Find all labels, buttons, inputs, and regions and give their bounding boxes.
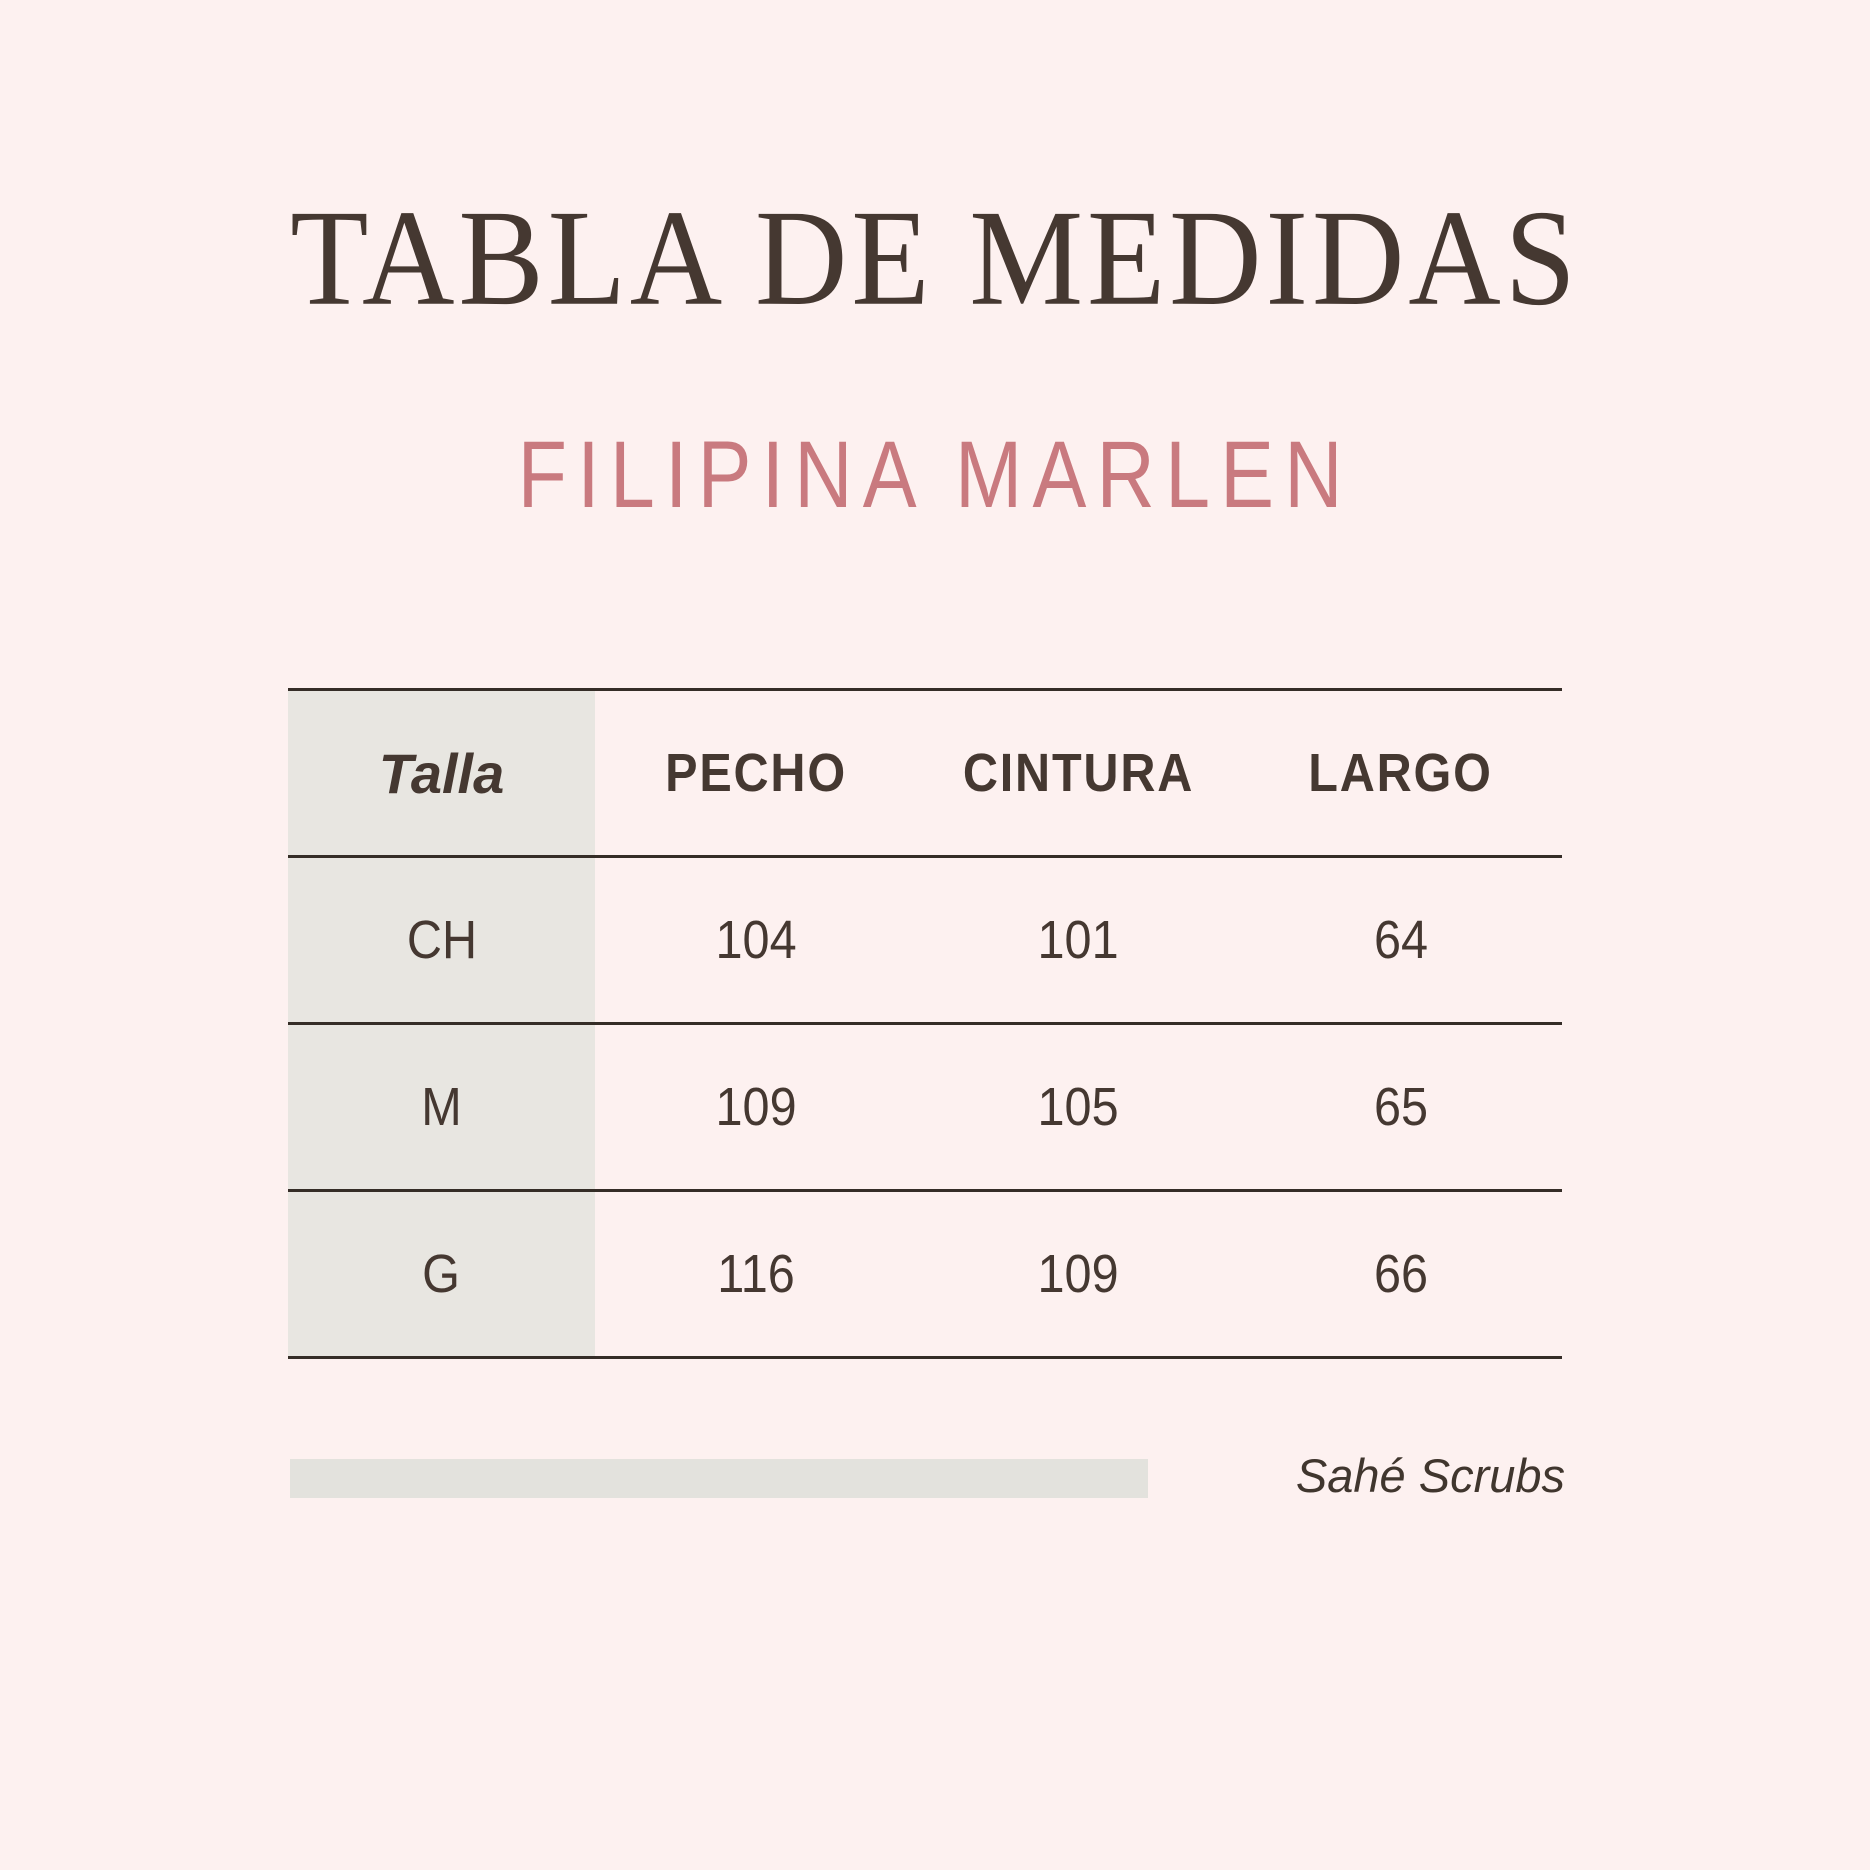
- product-subtitle-text: FILIPINA MARLEN: [517, 422, 1353, 528]
- header-label-talla: Talla: [378, 741, 505, 805]
- table-row-m: M 109 105 65: [288, 1022, 1562, 1189]
- largo-value: 65: [1373, 1077, 1428, 1137]
- page-title: TABLA DE MEDIDAS: [290, 181, 1580, 334]
- table-row-ch: CH 104 101 64: [288, 855, 1562, 1022]
- cintura-value-cell: 109: [917, 1192, 1239, 1356]
- largo-value: 66: [1373, 1244, 1428, 1304]
- brand-name: Sahé Scrubs: [1295, 1449, 1565, 1502]
- size-cell: CH: [288, 858, 595, 1022]
- cintura-value-cell: 105: [917, 1025, 1239, 1189]
- pecho-value: 116: [717, 1244, 795, 1304]
- cintura-value: 105: [1037, 1077, 1120, 1137]
- header-label-largo: LARGO: [1308, 743, 1494, 803]
- product-subtitle: FILIPINA MARLEN: [0, 428, 1870, 523]
- pecho-value-cell: 109: [595, 1025, 917, 1189]
- header-label-pecho: PECHO: [665, 743, 848, 803]
- cintura-value: 109: [1037, 1244, 1120, 1304]
- size-cell: G: [288, 1192, 595, 1356]
- table-header-row: Talla PECHO CINTURA LARGO: [288, 688, 1562, 855]
- header-cell-talla: Talla: [288, 691, 595, 855]
- header-cell-largo: LARGO: [1240, 691, 1562, 855]
- size-label: M: [421, 1077, 462, 1137]
- header-label-cintura: CINTURA: [962, 743, 1195, 803]
- pecho-value: 104: [715, 910, 797, 970]
- largo-value-cell: 66: [1240, 1192, 1562, 1356]
- header-cell-pecho: PECHO: [595, 691, 917, 855]
- size-label: G: [422, 1244, 461, 1304]
- pecho-value-cell: 104: [595, 858, 917, 1022]
- pecho-value: 109: [715, 1077, 797, 1137]
- header-cell-cintura: CINTURA: [917, 691, 1239, 855]
- size-label: CH: [406, 910, 477, 970]
- size-table: Talla PECHO CINTURA LARGO CH 104 101: [288, 688, 1562, 1359]
- largo-value-cell: 64: [1240, 858, 1562, 1022]
- largo-value: 64: [1373, 910, 1428, 970]
- table-row-g: G 116 109 66: [288, 1189, 1562, 1356]
- cintura-value-cell: 101: [917, 858, 1239, 1022]
- cintura-value: 101: [1037, 910, 1120, 970]
- largo-value-cell: 65: [1240, 1025, 1562, 1189]
- size-cell: M: [288, 1025, 595, 1189]
- footer-accent-bar: [290, 1459, 1148, 1498]
- pecho-value-cell: 116: [595, 1192, 917, 1356]
